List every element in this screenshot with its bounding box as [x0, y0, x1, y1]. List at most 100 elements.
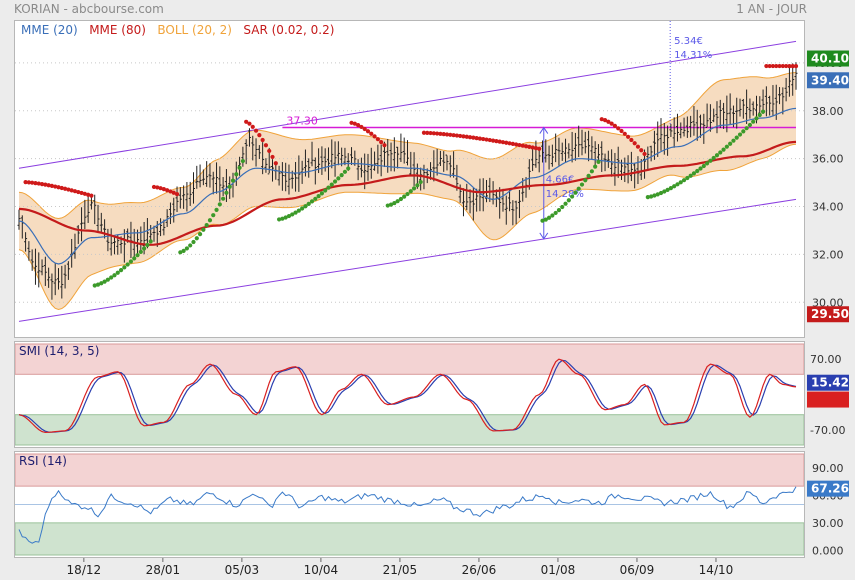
sar-dot — [89, 193, 94, 198]
sar-dot — [550, 213, 555, 218]
measure-arrow-1-head-up — [539, 126, 549, 134]
sar-dot — [105, 277, 110, 282]
xtick-label: 01/08 — [541, 563, 576, 577]
sar-dot — [721, 147, 726, 152]
sar-dot — [652, 193, 657, 198]
rsi-ytick-label: 90.00 — [812, 462, 844, 475]
sar-dot — [349, 120, 354, 125]
sar-dot — [787, 63, 792, 69]
sar-dot — [681, 178, 687, 183]
rsi-oversold-zone — [15, 522, 804, 556]
sar-dot — [593, 164, 598, 169]
legend-mme80: MME (80) — [89, 23, 146, 37]
sar-dot — [612, 123, 618, 128]
sar-dot — [178, 250, 183, 255]
sar-dot — [142, 246, 147, 251]
sar-dot — [566, 198, 571, 203]
sar-dot — [780, 63, 785, 69]
sar-dot — [385, 203, 390, 208]
sar-dot — [132, 256, 137, 261]
sar-dot — [342, 169, 348, 174]
sar-dot — [724, 144, 729, 149]
price-flag-text: 40.10 — [811, 52, 849, 66]
sar-dot — [741, 129, 746, 134]
sar-dot — [632, 141, 637, 146]
sar-dot — [458, 133, 463, 139]
sar-dot — [211, 213, 216, 218]
sar-dot — [774, 63, 779, 69]
smi-line — [18, 358, 797, 434]
sar-dot — [356, 123, 361, 128]
sar-dot — [655, 192, 660, 197]
price-flag — [807, 72, 849, 89]
sar-dot — [23, 180, 28, 185]
mme20-line — [18, 107, 797, 265]
sar-dot — [451, 133, 456, 138]
sar-dot — [606, 119, 611, 124]
sar-dot — [227, 184, 232, 189]
measure-annotation: 14.31% — [674, 50, 712, 61]
sar-dot — [734, 135, 739, 140]
sar-dot — [708, 158, 713, 163]
rsi-legend: RSI (14) — [19, 454, 67, 468]
sar-dot — [448, 132, 453, 137]
sar-dot — [665, 187, 670, 192]
sar-dot — [267, 148, 272, 154]
sar-dot — [115, 270, 120, 275]
sar-dot — [784, 63, 789, 69]
sar-dot — [26, 180, 31, 185]
sar-dot — [751, 119, 756, 124]
xtick-label: 28/01 — [146, 563, 181, 577]
sar-dot — [158, 186, 163, 191]
sar-dot — [118, 268, 124, 273]
sar-dot — [33, 180, 38, 186]
rsi-ytick-label: 30.00 — [812, 517, 844, 530]
sar-dot — [346, 166, 351, 171]
sar-dot — [425, 130, 430, 135]
sar-dot — [570, 194, 575, 199]
sar-dot — [369, 131, 374, 136]
sar-dot — [754, 116, 759, 121]
sar-dot — [171, 190, 176, 195]
sar-dot — [62, 186, 68, 191]
sar-dot — [53, 184, 58, 189]
sar-dot — [102, 279, 107, 284]
smi-overbought-zone — [15, 343, 804, 375]
sar-dot — [576, 186, 581, 191]
sar-dot — [148, 239, 153, 244]
sar-dot — [625, 134, 631, 139]
xtick-label: 10/04 — [304, 563, 339, 577]
sar-dot — [230, 178, 236, 183]
sar-dot — [257, 133, 262, 138]
sar-dot — [382, 143, 387, 148]
sar-dot — [336, 176, 341, 181]
sar-dot — [151, 184, 157, 190]
sar-dot — [86, 192, 91, 197]
sar-dot — [563, 201, 568, 206]
sar-dot — [109, 275, 114, 280]
sar-dot — [323, 188, 328, 193]
sar-dot — [698, 166, 703, 171]
sar-dot — [596, 159, 601, 164]
sar-dot — [520, 143, 525, 148]
sar-dot — [72, 189, 78, 194]
smi-signal-flag — [807, 391, 849, 408]
sar-dot — [642, 151, 647, 157]
sar-dot — [112, 273, 117, 278]
sar-dot — [280, 216, 285, 221]
sar-dot — [125, 262, 130, 267]
sar-dot — [418, 179, 423, 185]
sar-dot — [629, 137, 634, 143]
price-ytick-label: 34.00 — [812, 201, 844, 214]
measure-annotation: 14.28% — [546, 189, 584, 200]
xtick-label: 06/09 — [620, 563, 655, 577]
sar-dot — [247, 121, 252, 126]
sar-dot — [375, 137, 380, 142]
sar-dot — [688, 173, 693, 178]
rsi-line — [18, 486, 797, 544]
sar-dot — [556, 207, 562, 213]
sar-dot — [253, 128, 259, 133]
rsi-value-flag-text: 67.26 — [811, 482, 849, 496]
sar-dot — [56, 185, 61, 190]
sar-dot — [329, 182, 334, 187]
